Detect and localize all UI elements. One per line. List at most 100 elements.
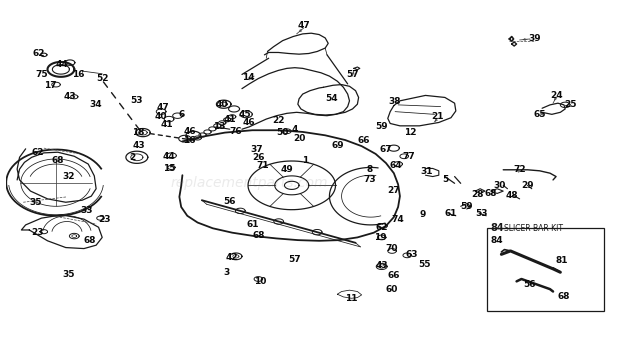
Text: 42: 42 [226, 253, 239, 262]
Text: 47: 47 [157, 103, 169, 112]
Text: 5: 5 [442, 176, 448, 185]
Text: 48: 48 [505, 191, 518, 200]
Text: 3: 3 [223, 268, 229, 277]
Text: 19: 19 [374, 233, 386, 242]
Text: 75: 75 [35, 70, 48, 79]
Text: 52: 52 [96, 74, 108, 83]
Text: 24: 24 [550, 91, 562, 100]
Text: 18: 18 [133, 128, 145, 137]
Text: 43: 43 [375, 261, 388, 270]
Text: 73: 73 [363, 175, 376, 184]
Text: 37: 37 [250, 145, 263, 154]
Text: 15: 15 [163, 164, 175, 173]
Text: 22: 22 [272, 116, 285, 125]
Text: 84: 84 [490, 223, 504, 233]
Text: 54: 54 [325, 93, 337, 102]
Text: 40: 40 [216, 100, 228, 109]
Text: 40: 40 [154, 112, 167, 121]
Text: 43: 43 [132, 141, 145, 150]
Text: 68: 68 [558, 293, 570, 302]
Text: 68: 68 [485, 189, 497, 198]
Text: 53: 53 [131, 96, 143, 105]
Text: 49: 49 [280, 165, 293, 174]
Text: 59: 59 [375, 122, 388, 131]
Text: 26: 26 [252, 153, 265, 162]
Text: 62: 62 [32, 148, 44, 157]
Text: 23: 23 [32, 228, 44, 237]
Text: 44: 44 [162, 152, 175, 161]
Text: replacementparts.com: replacementparts.com [170, 176, 328, 190]
Text: 13: 13 [213, 122, 225, 131]
Text: 53: 53 [475, 209, 487, 218]
Text: 84: 84 [491, 236, 503, 245]
Text: 50: 50 [277, 128, 289, 137]
Text: 41: 41 [161, 120, 173, 129]
Text: 68: 68 [84, 236, 96, 245]
Text: 8: 8 [366, 165, 373, 174]
Text: 29: 29 [521, 181, 534, 190]
Text: 61: 61 [246, 220, 259, 229]
Text: 59: 59 [461, 202, 473, 211]
Text: SLICER BAR KIT: SLICER BAR KIT [504, 224, 563, 233]
Text: 76: 76 [229, 127, 242, 136]
Text: 27: 27 [388, 186, 400, 195]
Text: 35: 35 [29, 198, 42, 207]
Text: 43: 43 [64, 92, 76, 101]
Text: 44: 44 [56, 60, 68, 69]
Text: 65: 65 [533, 110, 546, 119]
Text: 66: 66 [357, 136, 370, 145]
Text: 70: 70 [386, 244, 398, 253]
Text: 46: 46 [243, 118, 255, 127]
Text: 68: 68 [51, 156, 64, 165]
Text: 6: 6 [178, 110, 184, 119]
Text: 72: 72 [513, 165, 526, 174]
Text: 34: 34 [90, 100, 102, 109]
Text: 25: 25 [564, 100, 577, 109]
Text: 46: 46 [184, 127, 196, 136]
Text: 64: 64 [390, 160, 402, 169]
Text: 74: 74 [392, 215, 404, 224]
Text: 30: 30 [494, 181, 506, 190]
Text: 77: 77 [402, 152, 415, 161]
Text: 14: 14 [242, 73, 254, 82]
Text: 81: 81 [556, 256, 569, 265]
Text: 56: 56 [524, 279, 536, 288]
Text: 66: 66 [388, 271, 400, 280]
Text: 21: 21 [432, 112, 444, 121]
Bar [487, 228, 604, 311]
Text: 32: 32 [62, 172, 74, 181]
Text: 56: 56 [224, 197, 236, 206]
Text: 23: 23 [99, 215, 111, 224]
Text: 62: 62 [32, 49, 45, 58]
Text: 62: 62 [376, 223, 388, 232]
Text: 57: 57 [288, 255, 301, 264]
Text: 47: 47 [298, 21, 310, 30]
Text: 16: 16 [184, 136, 196, 145]
Text: 45: 45 [238, 110, 250, 119]
Text: 1: 1 [302, 156, 308, 165]
Text: 39: 39 [528, 34, 541, 43]
Text: 12: 12 [404, 128, 417, 137]
Text: 61: 61 [445, 209, 457, 218]
Text: 71: 71 [256, 160, 269, 169]
Text: 68: 68 [252, 230, 265, 239]
Text: 9: 9 [419, 210, 425, 219]
Text: 11: 11 [345, 294, 358, 303]
Text: 63: 63 [406, 250, 419, 259]
Text: 41: 41 [223, 115, 236, 124]
Text: 35: 35 [62, 270, 74, 279]
Text: 16: 16 [72, 70, 84, 79]
Text: 69: 69 [331, 141, 343, 150]
Text: 4: 4 [291, 125, 298, 134]
Text: 55: 55 [418, 260, 430, 269]
Text: 10: 10 [254, 277, 267, 286]
Text: 28: 28 [471, 190, 484, 199]
Text: 17: 17 [43, 81, 56, 90]
Text: 60: 60 [386, 285, 398, 294]
Text: 33: 33 [80, 206, 92, 215]
Text: 31: 31 [420, 167, 433, 176]
Text: 67: 67 [379, 145, 392, 154]
Text: 38: 38 [389, 97, 401, 106]
Text: 20: 20 [293, 134, 306, 142]
Text: 57: 57 [346, 70, 359, 79]
